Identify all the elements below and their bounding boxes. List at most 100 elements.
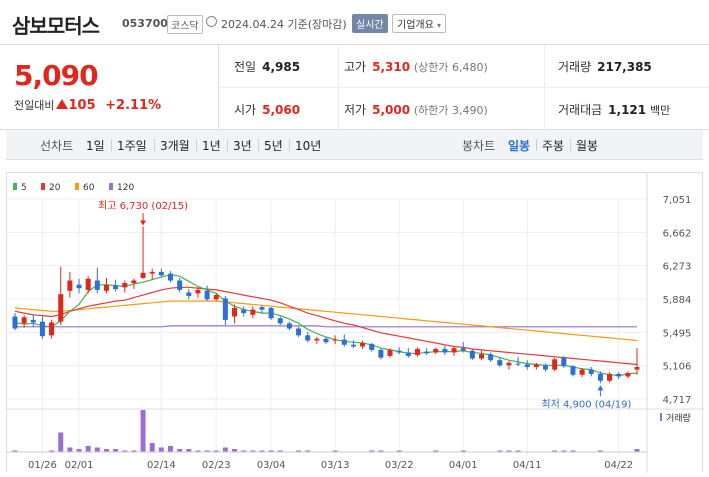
ma5-line xyxy=(14,273,638,377)
candle-body xyxy=(12,316,18,329)
high-price: 고가 5,310 (상한가 6,480) xyxy=(344,58,488,75)
price-box: 5,090 전일대비 105 +2.11% xyxy=(0,45,219,129)
candle-body xyxy=(305,335,311,341)
market-badge: 코스닥 xyxy=(167,15,203,34)
y-tick-label: 6,662 xyxy=(663,228,692,239)
candle-body xyxy=(570,366,576,375)
candle-body xyxy=(140,272,146,278)
volume-bar xyxy=(497,450,503,452)
candle-body xyxy=(625,373,631,377)
line-chart-label[interactable]: 선차트 xyxy=(40,139,74,153)
x-tick-label: 04/01 xyxy=(449,460,478,471)
volume: 거래량 217,385 xyxy=(558,58,652,75)
legend-swatch xyxy=(41,183,45,190)
volume-bar xyxy=(460,450,466,452)
volume-bar xyxy=(213,450,219,452)
ma120-line xyxy=(15,325,637,328)
volume-bar xyxy=(222,447,228,452)
tab-1y[interactable]: 1년 xyxy=(202,139,221,153)
tab-separator xyxy=(289,139,290,151)
tab-monthly[interactable]: 월봉 xyxy=(576,139,599,153)
candle-body xyxy=(405,352,411,356)
quote-divider xyxy=(219,87,709,88)
stock-code: 053700 xyxy=(122,17,168,30)
tab-separator xyxy=(227,139,228,151)
candle-body xyxy=(524,364,530,368)
candle-body xyxy=(323,338,329,343)
tab-5y[interactable]: 5년 xyxy=(264,139,283,153)
volume-legend-label: 거래량 xyxy=(666,412,691,424)
candle-body xyxy=(149,271,155,274)
volume-bar xyxy=(85,446,91,452)
realtime-button[interactable]: 실시간 xyxy=(352,14,388,33)
y-tick-label: 6,273 xyxy=(663,262,692,273)
volume-bar xyxy=(268,450,274,452)
volume-bar xyxy=(103,449,109,452)
candle-body xyxy=(168,273,173,281)
volume-bar xyxy=(76,449,82,452)
tab-1w[interactable]: 1주일 xyxy=(117,139,147,153)
candle-body xyxy=(113,285,119,290)
volume-bar xyxy=(433,450,439,452)
candle-body xyxy=(103,284,109,291)
candle-body xyxy=(424,351,430,354)
volume-bar xyxy=(378,450,384,452)
volume-bar xyxy=(186,449,192,452)
chart-container[interactable]: 7,051 6,662 6,273 5,884 5,495 5,106 4,717 01/26… xyxy=(6,172,704,473)
volume-bar xyxy=(49,450,55,452)
volume-bar xyxy=(113,449,119,452)
candle-body xyxy=(543,365,549,370)
high-value: 5,310 xyxy=(372,60,411,74)
candle-body xyxy=(488,354,494,361)
volume-bar xyxy=(506,450,512,452)
x-tick-label: 04/22 xyxy=(604,460,633,471)
candle-body xyxy=(268,307,274,319)
volume-bar xyxy=(250,450,256,452)
tab-weekly[interactable]: 주봉 xyxy=(542,139,565,153)
candle-body xyxy=(213,295,219,300)
candlestick-chart[interactable]: 7,051 6,662 6,273 5,884 5,495 5,106 4,717 01/26… xyxy=(7,173,704,473)
tab-3y[interactable]: 3년 xyxy=(233,139,252,153)
candle-body xyxy=(616,373,622,377)
candle-body xyxy=(250,309,256,315)
candle-body xyxy=(634,367,640,370)
prev-close: 전일 4,985 xyxy=(234,58,300,75)
company-info-dropdown[interactable]: 기업개요 ▾ xyxy=(392,14,447,33)
legend-label: 20 xyxy=(49,183,61,193)
volume-bar xyxy=(296,450,302,452)
candle-body xyxy=(552,359,558,370)
amount-unit: 백만 xyxy=(649,104,671,117)
candle-body xyxy=(588,369,594,374)
low-annotation: 최저 4,900 (04/19) xyxy=(541,398,631,410)
tab-3m[interactable]: 3개월 xyxy=(160,139,190,153)
ma60-line xyxy=(14,300,638,342)
candle-body xyxy=(30,319,36,323)
current-price: 5,090 xyxy=(14,59,99,92)
candle-body xyxy=(460,348,466,351)
up-arrow-icon xyxy=(597,385,604,391)
up-arrow-icon xyxy=(56,99,69,109)
candle-body xyxy=(186,292,192,296)
tab-1d[interactable]: 1일 xyxy=(86,139,105,153)
low-value: 5,000 xyxy=(372,103,411,117)
x-tick-label: 03/04 xyxy=(257,460,286,471)
candle-body xyxy=(579,369,585,375)
candle-body xyxy=(387,349,393,356)
y-tick-label: 5,106 xyxy=(663,362,692,373)
legend-label: 5 xyxy=(21,183,27,193)
low-price: 저가 5,000 (하한가 3,490) xyxy=(344,101,488,118)
candle-body xyxy=(85,278,91,290)
open-label: 시가 xyxy=(234,103,257,117)
tab-separator xyxy=(258,139,259,151)
tab-daily[interactable]: 일봉 xyxy=(508,139,531,153)
tab-10y[interactable]: 10년 xyxy=(295,139,322,153)
candle-body xyxy=(131,280,137,284)
y-tick-label: 4,717 xyxy=(663,395,692,406)
candle-body xyxy=(296,328,302,336)
candle-body xyxy=(414,349,420,356)
candle-chart-label[interactable]: 봉차트 xyxy=(462,139,496,153)
chart-period-tabs: 선차트 1일 1주일 3개월 1년 3년 5년 10년 봉차트 일봉 주봉 월봉 xyxy=(6,130,703,160)
x-tick-label: 03/13 xyxy=(321,460,350,471)
candle-body xyxy=(39,321,45,337)
candle-body xyxy=(58,294,64,322)
